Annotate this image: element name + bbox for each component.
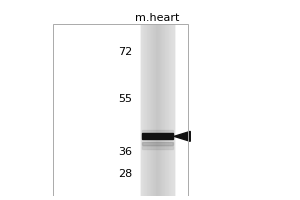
Bar bbox=[147, 24, 148, 196]
Bar bbox=[165, 24, 166, 196]
Bar bbox=[149, 24, 150, 196]
Bar bbox=[157, 24, 158, 196]
Bar bbox=[144, 24, 145, 196]
Bar bbox=[145, 24, 146, 196]
Bar bbox=[160, 24, 161, 196]
Bar bbox=[156, 24, 157, 196]
Bar bbox=[157, 24, 158, 196]
Text: 72: 72 bbox=[118, 47, 132, 57]
Bar bbox=[154, 24, 155, 196]
Bar bbox=[173, 24, 174, 196]
Bar bbox=[168, 24, 169, 196]
Bar bbox=[150, 24, 151, 196]
Polygon shape bbox=[174, 131, 190, 141]
Bar bbox=[155, 24, 156, 196]
Bar bbox=[159, 24, 160, 196]
Bar bbox=[143, 24, 144, 196]
Text: 55: 55 bbox=[118, 94, 132, 104]
Bar bbox=[170, 24, 171, 196]
Bar bbox=[160, 24, 162, 196]
Bar bbox=[142, 130, 173, 133]
Bar bbox=[169, 24, 171, 196]
Bar bbox=[142, 146, 173, 149]
Bar bbox=[142, 133, 173, 139]
Text: 28: 28 bbox=[118, 169, 132, 179]
Bar bbox=[167, 24, 168, 196]
Bar bbox=[162, 24, 163, 196]
Bar bbox=[148, 24, 149, 196]
Bar bbox=[161, 24, 163, 196]
Bar bbox=[163, 24, 164, 196]
Bar bbox=[165, 24, 166, 196]
Bar bbox=[164, 24, 165, 196]
Bar bbox=[166, 24, 167, 196]
Text: 36: 36 bbox=[118, 147, 132, 157]
Bar bbox=[158, 24, 159, 196]
Bar bbox=[172, 24, 173, 196]
Bar bbox=[146, 24, 147, 196]
Bar bbox=[142, 134, 173, 137]
Bar bbox=[153, 24, 154, 196]
Bar bbox=[151, 24, 152, 196]
Bar bbox=[141, 24, 173, 196]
Bar bbox=[152, 24, 153, 196]
Bar bbox=[142, 142, 173, 145]
Bar bbox=[142, 24, 143, 196]
Bar bbox=[141, 24, 142, 196]
Bar bbox=[144, 24, 145, 196]
Bar bbox=[152, 24, 154, 196]
Bar bbox=[171, 24, 172, 196]
Bar bbox=[53, 24, 188, 196]
Bar bbox=[169, 24, 170, 196]
Bar bbox=[148, 24, 150, 196]
Text: m.heart: m.heart bbox=[135, 13, 179, 23]
